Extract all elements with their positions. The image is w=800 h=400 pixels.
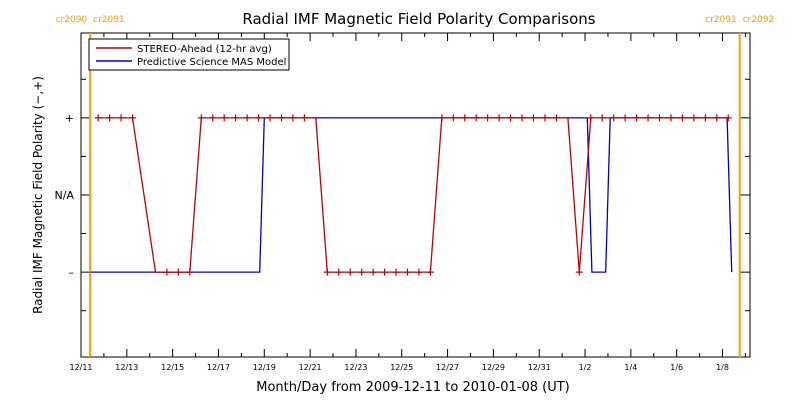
series-point-marker	[94, 114, 102, 122]
series-point-marker	[438, 114, 446, 122]
series-point-marker	[117, 114, 125, 122]
series-point-marker	[266, 114, 274, 122]
series-point-marker	[415, 268, 423, 276]
legend-label-model: Predictive Science MAS Model	[137, 57, 286, 68]
series-point-marker	[690, 114, 698, 122]
y-tick-label: N/A	[55, 189, 75, 202]
series-point-marker	[656, 114, 664, 122]
series-point-marker	[392, 268, 400, 276]
series-point-marker	[369, 268, 377, 276]
series-point-marker	[106, 114, 114, 122]
series-point-marker	[587, 114, 595, 122]
x-tick-label: 1/8	[716, 363, 729, 372]
series-point-marker	[621, 114, 629, 122]
series-point-marker	[186, 268, 194, 276]
series-point-marker	[713, 114, 721, 122]
y-tick-label: –	[69, 266, 75, 279]
series-point-marker	[129, 114, 137, 122]
series-point-marker	[243, 114, 251, 122]
series-point-marker	[518, 114, 526, 122]
series-point-marker	[323, 268, 331, 276]
legend-box	[88, 38, 290, 71]
x-tick-label: 12/13	[115, 363, 138, 372]
series-point-marker	[449, 114, 457, 122]
x-tick-label: 12/29	[482, 363, 505, 372]
x-tick-label: 1/4	[624, 363, 637, 372]
series-point-marker	[220, 114, 228, 122]
series-point-marker	[724, 114, 732, 122]
series-point-marker	[232, 114, 240, 122]
x-tick-label: 12/15	[161, 363, 184, 372]
x-tick-label: 12/31	[528, 363, 551, 372]
series-point-marker	[209, 114, 217, 122]
series-point-marker	[529, 114, 537, 122]
series-point-marker	[598, 114, 606, 122]
series-point-marker	[197, 114, 205, 122]
y-tick-label: +	[65, 112, 74, 125]
series-point-marker	[552, 114, 560, 122]
series-point-marker	[403, 268, 411, 276]
x-tick-label: 12/27	[436, 363, 459, 372]
series-point-marker	[426, 268, 434, 276]
series-point-marker	[667, 114, 675, 122]
series-point-marker	[381, 268, 389, 276]
x-tick-label: 1/6	[670, 363, 683, 372]
series-point-marker	[701, 114, 709, 122]
series-line-1	[90, 117, 733, 273]
series-point-marker	[610, 114, 618, 122]
series-point-marker	[346, 268, 354, 276]
series-point-marker	[174, 268, 182, 276]
y-axis-ticks: + N/A –	[55, 78, 750, 312]
series-point-marker	[163, 268, 171, 276]
plot-area	[80, 32, 751, 358]
x-tick-label: 1/2	[579, 363, 592, 372]
series-point-marker	[472, 114, 480, 122]
x-tick-label: 12/23	[344, 363, 367, 372]
series-point-marker	[507, 114, 515, 122]
series-point-marker	[495, 114, 503, 122]
x-tick-label: 12/19	[253, 363, 276, 372]
rotation-marker-right-label: cr2092	[743, 15, 775, 25]
series-point-marker	[289, 114, 297, 122]
series-point-marker	[678, 114, 686, 122]
series-point-marker	[575, 268, 583, 276]
series-point-marker	[644, 114, 652, 122]
series-point-marker	[541, 114, 549, 122]
rotation-markers: cr2090 cr2091 cr2091 cr2092	[56, 15, 775, 357]
plot-frame	[80, 32, 751, 358]
x-tick-label: 12/11	[69, 363, 92, 372]
legend: STEREO-Ahead (12-hr avg) Predictive Scie…	[88, 38, 290, 71]
series-point-marker	[300, 114, 308, 122]
series-point-marker	[461, 114, 469, 122]
rotation-marker-left-label: cr2091	[705, 15, 737, 25]
x-axis-label: Month/Day from 2009-12-11 to 2010-01-08 …	[256, 380, 569, 395]
x-tick-label: 12/25	[390, 363, 413, 372]
rotation-marker-right-label: cr2091	[93, 15, 125, 25]
series-group	[90, 114, 733, 276]
legend-label-stereo: STEREO-Ahead (12-hr avg)	[137, 44, 272, 55]
x-axis-ticks: 12/11 12/13 12/15 12/17 12/19 12/21 12/23 12/25…	[69, 33, 746, 372]
x-tick-label: 12/17	[207, 363, 230, 372]
rotation-marker-left-label: cr2090	[56, 15, 88, 25]
series-line-0	[98, 117, 729, 273]
chart-title: Radial IMF Magnetic Field Polarity Compa…	[242, 10, 595, 28]
x-tick-label: 12/21	[299, 363, 322, 372]
series-point-marker	[277, 114, 285, 122]
series-point-marker	[633, 114, 641, 122]
series-point-marker	[255, 114, 263, 122]
series-point-marker	[484, 114, 492, 122]
series-point-marker	[335, 268, 343, 276]
y-axis-label: Radial IMF Magnetic Field Polarity (−,+)	[31, 76, 45, 314]
series-point-marker	[358, 268, 366, 276]
